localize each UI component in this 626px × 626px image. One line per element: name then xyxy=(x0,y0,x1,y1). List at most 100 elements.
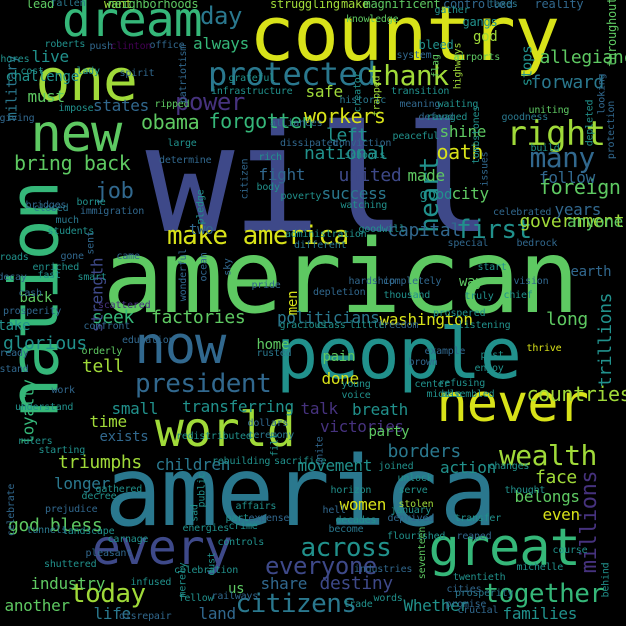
cloud-word-national: national xyxy=(304,143,388,164)
cloud-word-depletion: depletion xyxy=(313,287,366,298)
cloud-word-peaceful: peaceful xyxy=(392,131,440,142)
cloud-word-horizon: horizon xyxy=(330,485,372,496)
cloud-word-always: always xyxy=(193,34,249,53)
cloud-word-bedrock: bedrock xyxy=(516,238,558,249)
cloud-word-wonderful: wonderful xyxy=(178,248,190,302)
cloud-word-patriotism: patriotism xyxy=(178,44,190,104)
cloud-word-government: government xyxy=(519,211,625,232)
cloud-word-waiting: waiting xyxy=(437,99,479,110)
cloud-word-land: land xyxy=(198,604,237,623)
cloud-word-thank: thank xyxy=(367,59,449,92)
cloud-word-understand: understand xyxy=(15,402,74,413)
cloud-word-home: home xyxy=(256,337,290,353)
cloud-word-cash: cash xyxy=(18,288,42,299)
cloud-word-glorious: glorious xyxy=(3,333,87,354)
cloud-word-clinton: clinton xyxy=(110,41,152,52)
cloud-word-different: different xyxy=(294,240,347,251)
cloud-word-part: part xyxy=(225,513,249,524)
cloud-word-longer: longer xyxy=(54,474,110,493)
cloud-word-transferring: transferring xyxy=(182,397,294,416)
cloud-word-historic: historic xyxy=(339,95,387,106)
cloud-word-fight: fight xyxy=(258,165,306,184)
cloud-word-city: city xyxy=(451,184,490,203)
cloud-word-borne: borne xyxy=(76,197,106,208)
cloud-word-another: another xyxy=(4,596,71,615)
cloud-word-controlled: controlled xyxy=(443,0,513,11)
cloud-word-left: left xyxy=(326,125,368,146)
cloud-word-little: little xyxy=(349,320,385,331)
cloud-word-millions: millions xyxy=(577,470,603,574)
cloud-word-twentieth: twentieth xyxy=(453,572,506,583)
cloud-word-infused: infused xyxy=(130,577,172,588)
cloud-word-take: take xyxy=(0,318,31,334)
cloud-word-assembled: assembled xyxy=(442,389,495,400)
cloud-word-infrastructure: infrastructure xyxy=(211,86,293,97)
cloud-word-center: center xyxy=(414,379,450,390)
cloud-word-roberts: roberts xyxy=(44,39,86,50)
cloud-word-impose: impose xyxy=(58,103,94,114)
cloud-word-sent: sent xyxy=(85,231,97,255)
cloud-word-challenge: challenge xyxy=(5,69,80,85)
cloud-word-hell: hell xyxy=(322,505,346,516)
cloud-word-day: day xyxy=(200,2,242,30)
cloud-word-victories: victories xyxy=(320,417,404,436)
cloud-word-past: past xyxy=(480,350,504,361)
cloud-word-celebrated: celebrated xyxy=(493,207,552,218)
cloud-word-neighborhoods: neighborhoods xyxy=(107,0,199,11)
cloud-word-exists: exists xyxy=(99,429,149,445)
cloud-word-schools: schools xyxy=(344,150,386,161)
cloud-word-system: system xyxy=(396,50,432,61)
cloud-word-foreign: foreign xyxy=(539,175,621,199)
cloud-word-listening: listening xyxy=(458,320,511,331)
cloud-word-closed: closed xyxy=(33,203,69,214)
cloud-word-landscape: landscape xyxy=(62,526,115,537)
cloud-word-uniting: uniting xyxy=(528,105,570,116)
cloud-word-ceremony: ceremony xyxy=(247,430,295,441)
cloud-word-time: time xyxy=(89,412,128,431)
cloud-word-forgotten: forgotten xyxy=(208,109,314,133)
cloud-word-unite: unite xyxy=(314,436,326,466)
cloud-word-country: country xyxy=(249,0,560,78)
cloud-word-lead: lead xyxy=(26,0,54,11)
cloud-word-ripped: ripped xyxy=(154,99,190,110)
cloud-word-rusted: rusted xyxy=(256,348,292,359)
cloud-word-today: today xyxy=(70,579,146,609)
cloud-word-joined: joined xyxy=(378,461,414,472)
cloud-word-truly: truly xyxy=(464,291,494,302)
cloud-word-large: large xyxy=(167,138,197,149)
cloud-word-promise: promise xyxy=(445,599,487,610)
cloud-word-party: party xyxy=(368,424,410,440)
cloud-word-office: office xyxy=(149,40,185,51)
cloud-word-prosperity: prosperity xyxy=(3,306,62,317)
cloud-word-done: done xyxy=(321,369,360,388)
cloud-word-behind: behind xyxy=(599,562,611,598)
cloud-word-special: special xyxy=(447,238,489,249)
cloud-word-make-america: make america xyxy=(167,221,349,251)
cloud-word-words: words xyxy=(373,593,403,604)
cloud-word-controls: controls xyxy=(217,537,265,548)
cloud-word-make: make xyxy=(341,0,369,11)
cloud-word-lady: lady xyxy=(76,66,100,77)
cloud-word-completely: completely xyxy=(383,276,442,287)
cloud-word-military: military xyxy=(4,55,21,121)
cloud-word-starting: starting xyxy=(38,445,86,456)
cloud-word-even: even xyxy=(542,505,581,524)
cloud-word-tunnels: tunnels xyxy=(26,525,68,536)
cloud-word-serve: serve xyxy=(398,485,428,496)
cloud-word-protection: protection xyxy=(606,100,618,160)
cloud-word-build: build xyxy=(530,143,560,154)
cloud-word-watching: watching xyxy=(340,200,388,211)
cloud-word-sky: sky xyxy=(222,258,234,276)
cloud-word-destiny: destiny xyxy=(319,573,394,594)
cloud-word-magnificent: magnificent xyxy=(363,0,441,11)
cloud-word-new: new xyxy=(30,104,123,164)
cloud-word-men: men xyxy=(285,290,302,316)
cloud-word-unlock: unlock xyxy=(397,473,433,484)
cloud-word-allegiance: allegiance xyxy=(539,47,626,68)
cloud-word-scattered: scattered xyxy=(98,300,151,311)
cloud-word-god-bless: god bless xyxy=(8,515,103,536)
cloud-word-prejudice: prejudice xyxy=(45,504,98,515)
cloud-word-prosperity: prosperity xyxy=(455,588,514,599)
